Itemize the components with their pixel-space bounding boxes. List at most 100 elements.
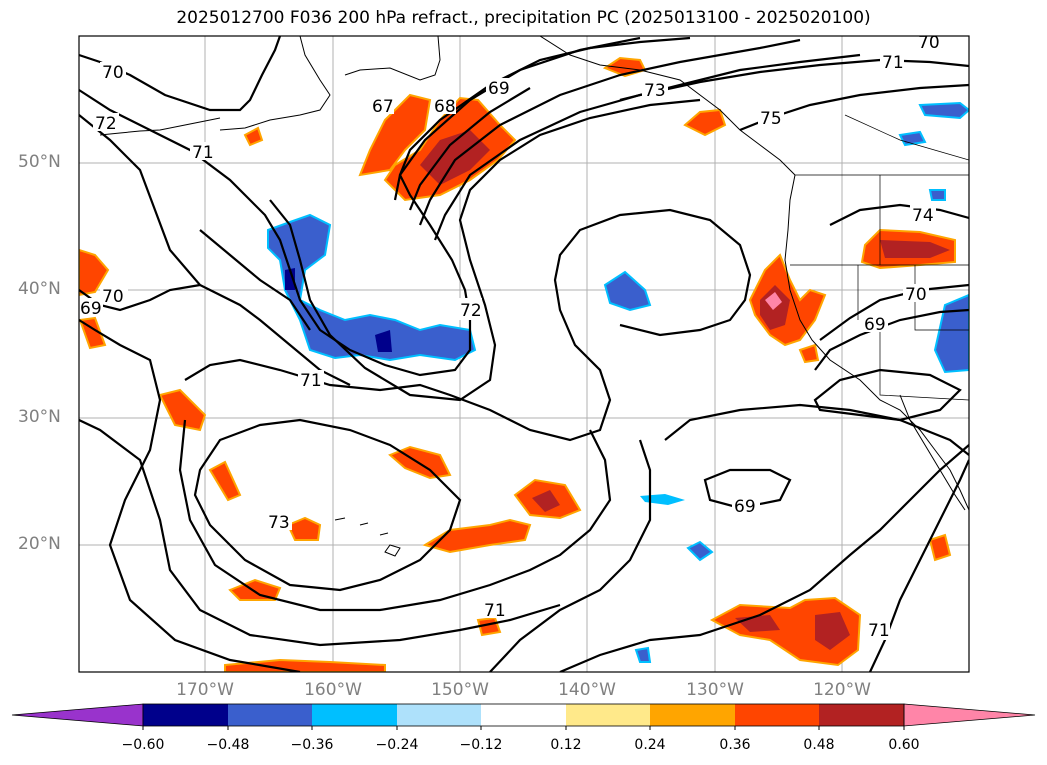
precip-patch-alaska-south: [358, 93, 432, 177]
lat-label: 30°N: [18, 407, 61, 427]
precip-neg-sw-us: [933, 293, 969, 374]
precip-neg-canada-2: [898, 130, 927, 147]
colorbar-tick-label: −0.36: [290, 737, 334, 753]
alaska-coast: [219, 36, 441, 131]
colorbar-swatch: [566, 704, 650, 726]
contour-label: 71: [868, 621, 890, 641]
colorbar-outline: [142, 703, 905, 727]
colorbar-tick-label: −0.24: [375, 737, 419, 753]
precip-patch-south: [224, 658, 386, 672]
colorbar-extend-high: [903, 703, 1036, 727]
contour-70-us: [819, 283, 969, 341]
contour-label: 71: [192, 143, 214, 163]
precip-patch-w1: [158, 388, 207, 432]
lon-label: 140°W: [558, 680, 616, 700]
precip-neg-sub-2: [686, 540, 714, 562]
colorbar-swatch: [397, 704, 481, 726]
colorbar-tick-label: 0.24: [634, 737, 666, 753]
precip-positive: [79, 56, 956, 672]
contour-label: 75: [760, 109, 782, 129]
map-title: 2025012700 F036 200 hPa refract., precip…: [176, 8, 871, 28]
precip-neg-central-pacific: [267, 213, 477, 362]
map-border: [78, 35, 970, 673]
colorbar-swatch: [228, 704, 312, 726]
lon-label: 120°W: [813, 680, 871, 700]
contour-70-trough: [418, 38, 801, 226]
contour-69-west: [79, 319, 301, 672]
contour-label: 72: [95, 114, 117, 134]
contour-label: 70: [102, 63, 124, 83]
contour-70-sub: [79, 419, 561, 647]
lon-label: 130°W: [686, 680, 744, 700]
colorbar-tick-label: −0.48: [206, 737, 250, 753]
colorbar: [11, 703, 1036, 730]
precip-core-gulf-alaska: [420, 130, 490, 185]
colorbar-swatch: [143, 704, 228, 726]
contour-label: 71: [882, 53, 904, 73]
lat-label: 20°N: [18, 534, 61, 554]
contour-label: 73: [644, 81, 666, 101]
precip-core-se: [735, 612, 850, 650]
precip-patch-sw: [228, 578, 282, 601]
contour-label: 71: [300, 371, 322, 391]
contour-71-a: [79, 36, 691, 377]
contour-label: 69: [80, 299, 102, 319]
precip-patch-west-edge: [79, 248, 110, 297]
precip-neg-east: [603, 270, 652, 312]
contour-ring-us: [813, 368, 962, 422]
precip-neg-sub-3: [634, 646, 652, 663]
colorbar-tick-label: 0.48: [803, 737, 835, 753]
lon-label: 160°W: [304, 680, 362, 700]
colorbar-swatch: [650, 704, 735, 726]
precip-patch-mid: [422, 518, 532, 554]
precip-patch-hawaii-w: [286, 516, 322, 541]
borders: [790, 114, 969, 401]
contour-71-east: [559, 444, 969, 672]
precip-neg-sub-4: [928, 189, 946, 201]
contour-label: 68: [434, 97, 456, 117]
precip-core-idaho: [880, 240, 950, 258]
contour-label: 69: [488, 79, 510, 99]
contour-label: 67: [372, 97, 394, 117]
contour-68-gulf: [408, 87, 531, 211]
lon-label: 150°W: [431, 680, 489, 700]
aleutian-islands: [99, 117, 221, 136]
precip-patch-small-3: [798, 343, 820, 364]
precip-neg-sub-1: [640, 494, 685, 505]
precip-pink-oregon: [765, 292, 782, 310]
contour-labels: 70 72 71 67 68 69 70 71 75 73 74 70 69: [79, 33, 942, 641]
contour-71-sub: [184, 208, 752, 442]
ak-panhandle-coast: [539, 36, 796, 176]
lat-label: 40°N: [18, 279, 61, 299]
colorbar-swatch: [481, 704, 566, 726]
contour-label: 69: [734, 497, 756, 517]
colorbar-tick-label: −0.60: [121, 737, 165, 753]
precip-patch-w2: [208, 460, 242, 502]
contour-label: 70: [918, 33, 940, 53]
lon-label: 170°W: [176, 680, 234, 700]
precip-patch-bc-coast: [683, 108, 727, 137]
contour-73-loop-south: [193, 418, 462, 592]
colorbar-swatch: [819, 704, 904, 726]
contour-label: 73: [268, 513, 290, 533]
contour-72-trough: [269, 98, 701, 402]
colorbar-swatch: [312, 704, 397, 726]
colorbar-extend-low: [11, 703, 144, 727]
state-lines: [790, 114, 969, 401]
contour-label: 71: [484, 601, 506, 621]
contour-label: 69: [864, 315, 886, 335]
contour-label: 70: [102, 287, 124, 307]
colorbar-tick-label: −0.12: [459, 737, 503, 753]
gridlines: [79, 36, 969, 672]
contour-69-ring: [664, 403, 969, 456]
precip-neg-core: [285, 268, 392, 352]
lat-label: 50°N: [18, 152, 61, 172]
contour-69-gulf: [393, 36, 641, 201]
contour-70-east: [489, 439, 652, 672]
contour-label: 72: [460, 301, 482, 321]
colorbar-tick-label: 0.36: [719, 737, 751, 753]
precip-patch-small-2: [928, 533, 952, 562]
contour-73-loop: [199, 229, 311, 331]
contour-label: 70: [905, 285, 927, 305]
